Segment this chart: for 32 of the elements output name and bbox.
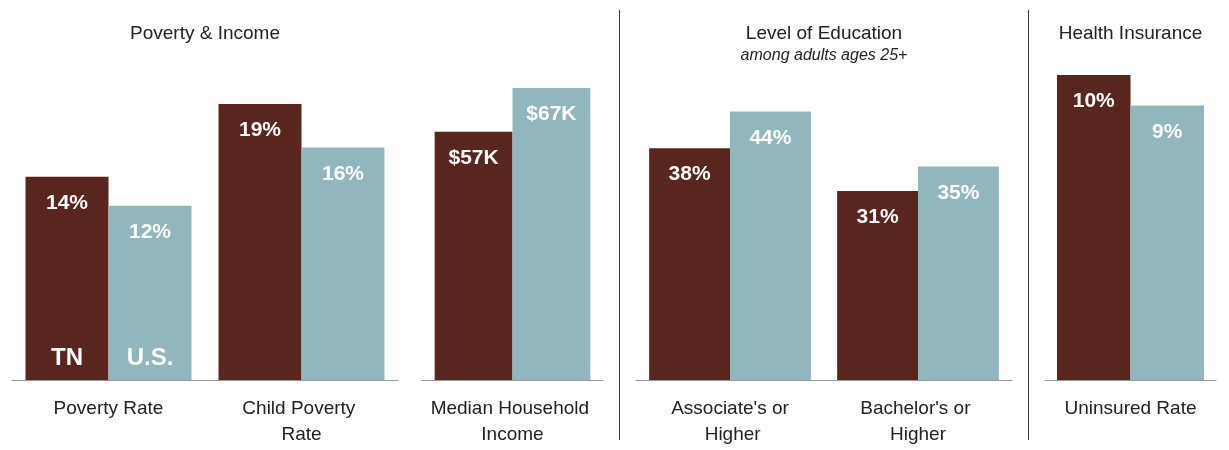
data-label: 38% [668,161,711,185]
bar [218,104,302,380]
bar [649,148,730,380]
data-label: 9% [1152,118,1183,142]
chart-title: Poverty & Income [130,22,280,43]
x-tick-label: Bachelor's or Higher [860,396,976,444]
bar [25,176,109,380]
x-tick-label: Uninsured Rate [1064,396,1197,418]
data-label: 10% [1072,88,1116,111]
data-label: $57K [448,144,499,168]
bar [918,166,999,380]
data-label: $67K [526,101,577,125]
data-label: 35% [937,179,980,203]
data-label: 14% [45,189,89,213]
data-label: 12% [128,218,172,242]
bar [837,190,918,380]
bar [301,147,385,380]
series-label: TN [51,342,83,370]
x-tick-label: Child Poverty Rate [242,396,361,444]
data-label: 44% [749,124,792,148]
data-label: 19% [238,117,282,141]
data-label: 16% [321,160,365,184]
chart-title: Health Insurance [1058,22,1203,43]
x-tick-label: Associate's or Higher [671,396,790,444]
bar [730,111,811,380]
data-label: 31% [856,203,899,227]
chart-title: Level of Education [745,22,903,43]
x-tick-label: Median Household Income [430,396,595,444]
bar [108,205,192,380]
x-tick-label: Poverty Rate [53,396,164,418]
series-label: U.S. [126,342,174,370]
chart-subtitle: among adults ages 25+ [740,45,908,63]
